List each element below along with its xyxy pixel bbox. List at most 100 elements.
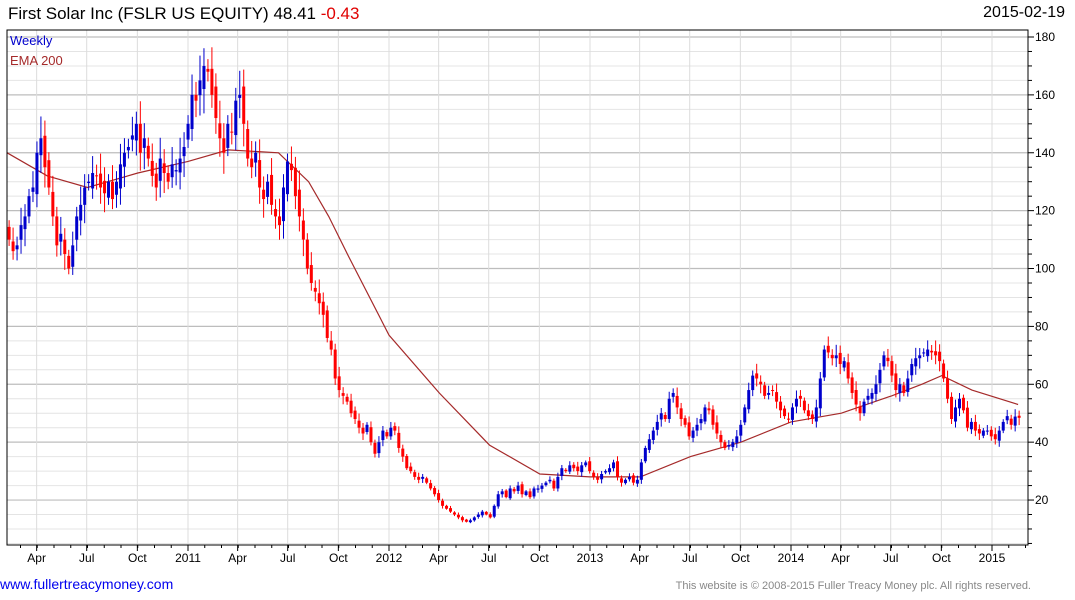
candle-body (973, 421, 977, 431)
candle (51, 175, 55, 226)
candle (810, 410, 814, 425)
candle-body (198, 80, 202, 96)
candle (866, 388, 870, 405)
candle (512, 486, 516, 494)
candle (910, 358, 914, 382)
y-tick-label: 120 (1035, 204, 1055, 218)
candle (250, 140, 254, 179)
x-tick-label: Apr (630, 551, 649, 565)
candle-body (238, 94, 242, 98)
candle-body (866, 395, 870, 400)
candle-body (719, 434, 723, 443)
candle-body (568, 465, 572, 472)
candle (619, 475, 623, 487)
candle-body (818, 378, 822, 409)
x-tick-label: Oct (128, 551, 147, 565)
candle-body (588, 461, 592, 472)
candle-body (274, 209, 278, 217)
candle (377, 436, 381, 458)
candle (969, 418, 973, 434)
candle (448, 505, 452, 513)
candle (87, 174, 91, 191)
candle-body (767, 392, 771, 395)
candle-body (107, 181, 111, 198)
candle (898, 378, 902, 402)
candle-body (1013, 416, 1017, 426)
candle (779, 396, 783, 419)
candle (7, 220, 11, 246)
candle-body (278, 216, 282, 226)
candle (870, 388, 874, 405)
candle (862, 398, 866, 417)
candle (942, 359, 946, 383)
candle-body (520, 484, 524, 495)
candle (393, 422, 397, 436)
candle (425, 476, 429, 485)
candle-body (63, 239, 67, 255)
candle-body (357, 420, 361, 428)
candle-body (942, 363, 946, 379)
candle-body (556, 476, 560, 489)
candle-body (337, 376, 341, 391)
candle (353, 406, 357, 425)
candle (254, 141, 258, 177)
candle (500, 488, 504, 498)
candle (441, 498, 445, 509)
candle (63, 228, 67, 270)
candle-body (977, 429, 981, 434)
candle (401, 444, 405, 462)
candle-body (445, 505, 449, 509)
candle (230, 112, 234, 145)
candle (775, 383, 779, 409)
candle-body (413, 472, 417, 477)
candle-body (695, 424, 699, 431)
candle-body (345, 396, 349, 402)
candle (723, 439, 727, 451)
candle-body (162, 163, 166, 174)
candle-body (623, 479, 627, 484)
candle (981, 428, 985, 439)
candle (91, 156, 95, 199)
candle-body (437, 493, 441, 501)
candle (270, 158, 274, 215)
candle-body (75, 216, 79, 240)
candle (266, 174, 270, 205)
candle-body (552, 480, 556, 489)
candle (1009, 414, 1013, 430)
candle-body (572, 464, 576, 469)
candle (655, 414, 659, 436)
x-tick-label: Jul (883, 551, 898, 565)
candle (274, 199, 278, 229)
candle (806, 403, 810, 421)
candle (954, 399, 958, 428)
candle-body (110, 181, 114, 200)
candle (528, 488, 532, 499)
candle-body (389, 427, 393, 437)
candle-body (671, 392, 675, 397)
candle-body (385, 432, 389, 437)
candle-body (381, 430, 385, 441)
candle (337, 366, 341, 398)
candle (818, 372, 822, 417)
candle-body (802, 400, 806, 411)
candle-body (516, 485, 520, 491)
candle-body (584, 462, 588, 466)
candle (186, 115, 190, 148)
candle (786, 412, 790, 423)
candle (429, 479, 433, 491)
candle (989, 426, 993, 441)
x-tick-label: Apr (228, 551, 247, 565)
candle (242, 69, 246, 147)
x-tick-label: 2011 (175, 551, 201, 565)
candle (178, 137, 182, 190)
website-link[interactable]: www.fullertreacymoney.com (0, 576, 174, 592)
candle (389, 421, 393, 440)
candle (707, 401, 711, 415)
candle (246, 120, 250, 167)
candle-body (906, 378, 910, 392)
candle (142, 123, 146, 170)
candle (739, 420, 743, 443)
candle (950, 392, 954, 425)
candle (751, 370, 755, 397)
candle (202, 48, 206, 114)
